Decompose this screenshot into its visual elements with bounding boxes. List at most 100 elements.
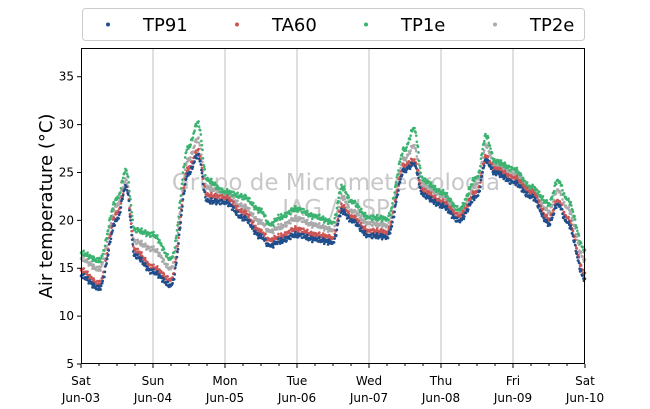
trace-point	[370, 218, 374, 222]
trace-point	[140, 250, 143, 254]
trace-point	[340, 202, 343, 206]
trace-point	[140, 256, 143, 260]
trace-point	[541, 195, 545, 198]
trace-point	[395, 175, 399, 179]
trace-point	[127, 199, 131, 202]
y-tick-label: 15	[59, 261, 74, 275]
trace-point	[357, 224, 361, 227]
trace-point	[90, 280, 93, 284]
trace-point	[402, 146, 405, 149]
trace-point	[130, 229, 133, 233]
trace-point	[486, 155, 490, 158]
trace-point	[573, 218, 577, 221]
trace-point	[225, 187, 229, 191]
trace-point	[479, 157, 483, 160]
trace-point	[220, 198, 224, 202]
trace-point	[177, 242, 180, 245]
trace-point	[232, 190, 236, 194]
trace-point	[103, 270, 107, 274]
trace-point	[260, 228, 263, 232]
trace-point	[482, 142, 486, 145]
trace-point	[499, 166, 503, 170]
trace-point	[197, 147, 200, 151]
trace-point	[255, 206, 259, 210]
trace-point	[279, 232, 283, 235]
x-tick-date: Jun-04	[133, 391, 172, 405]
trace-point	[535, 188, 539, 192]
trace-point	[166, 263, 170, 266]
trace-point	[277, 237, 280, 241]
trace-point	[561, 189, 564, 192]
trace-point	[181, 171, 185, 174]
trace-point	[429, 181, 433, 184]
trace-point	[108, 242, 111, 246]
trace-point	[414, 147, 417, 151]
trace-point	[191, 138, 194, 142]
trace-point	[175, 255, 179, 259]
trace-point	[198, 154, 202, 158]
trace-point	[499, 171, 503, 174]
trace-point	[162, 247, 166, 251]
trace-point	[545, 218, 549, 222]
trace-point	[208, 189, 212, 192]
trace-point	[576, 256, 579, 259]
trace-point	[180, 186, 183, 190]
trace-point	[374, 236, 378, 240]
trace-point	[438, 198, 441, 202]
trace-point	[175, 229, 179, 232]
trace-point	[519, 185, 523, 189]
trace-point	[162, 272, 166, 276]
trace-point	[126, 175, 130, 179]
trace-point	[266, 220, 270, 223]
trace-point	[200, 168, 203, 172]
trace-point	[106, 229, 110, 232]
trace-point	[463, 202, 466, 205]
trace-point	[128, 215, 132, 218]
trace-point	[195, 140, 199, 144]
trace-point	[484, 153, 487, 157]
trace-point	[363, 225, 367, 228]
trace-point	[318, 231, 321, 234]
y-tick-label: 5	[66, 357, 74, 371]
trace-point	[252, 201, 255, 205]
trace-point	[558, 190, 562, 194]
trace-point	[569, 224, 573, 228]
trace-point	[569, 200, 573, 204]
trace-point	[433, 198, 437, 202]
trace-point	[525, 181, 529, 184]
trace-point	[117, 213, 121, 217]
trace-point	[535, 196, 539, 199]
x-tick-date: Jun-08	[421, 391, 460, 405]
trace-point	[354, 209, 357, 213]
trace-point	[121, 197, 124, 201]
y-tick-label: 30	[59, 118, 74, 132]
trace-point	[441, 188, 445, 192]
trace-point	[472, 186, 476, 190]
trace-point	[581, 255, 585, 258]
trace-point	[302, 232, 305, 236]
trace-point	[446, 194, 449, 198]
trace-point	[236, 210, 239, 214]
trace-point	[370, 224, 374, 228]
trace-point	[399, 166, 402, 170]
trace-point	[292, 209, 296, 213]
trace-point	[144, 256, 147, 260]
trace-point	[440, 193, 444, 196]
trace-point	[389, 228, 393, 231]
trace-point	[363, 211, 367, 215]
trace-point	[360, 226, 363, 229]
trace-point	[131, 218, 135, 222]
trace-point	[99, 284, 103, 288]
trace-point	[232, 201, 236, 204]
trace-point	[384, 216, 387, 220]
trace-point	[197, 125, 201, 128]
trace-point	[415, 155, 419, 158]
trace-point	[82, 249, 86, 253]
trace-point	[194, 122, 198, 126]
trace-point	[252, 212, 255, 215]
x-tick-weekday: Tue	[286, 374, 308, 388]
trace-point	[417, 183, 421, 186]
trace-point	[493, 165, 496, 169]
trace-point	[560, 184, 564, 187]
trace-point	[336, 199, 340, 203]
